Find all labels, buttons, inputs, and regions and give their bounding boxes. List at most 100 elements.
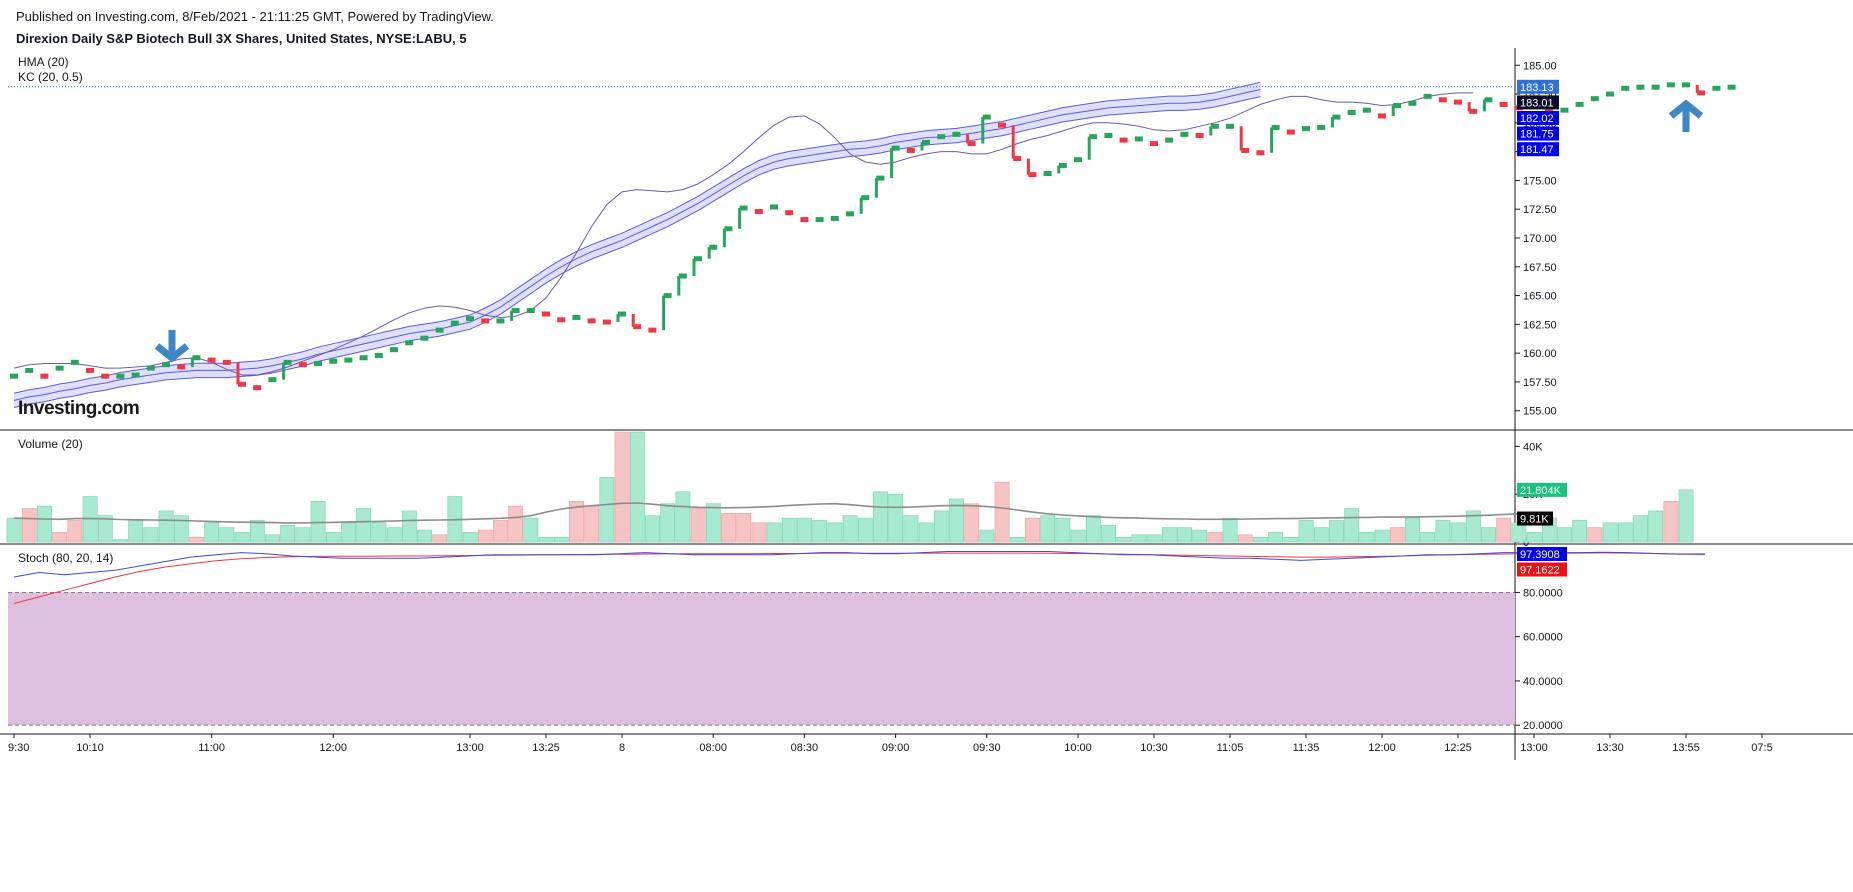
volume-bar[interactable] <box>1009 536 1025 543</box>
volume-bar[interactable] <box>538 536 554 543</box>
volume-bar[interactable] <box>21 508 37 543</box>
volume-bar[interactable] <box>310 501 326 543</box>
volume-bar[interactable] <box>1602 522 1618 543</box>
volume-bar[interactable] <box>1648 510 1664 543</box>
volume-bar[interactable] <box>1040 515 1056 543</box>
volume-bar[interactable] <box>918 522 934 543</box>
volume-bar[interactable] <box>189 536 204 543</box>
volume-bar[interactable] <box>1572 520 1588 543</box>
volume-bar[interactable] <box>67 520 83 543</box>
volume-bar[interactable] <box>766 522 782 543</box>
volume-bar[interactable] <box>493 520 508 543</box>
volume-bar[interactable] <box>690 508 706 543</box>
volume-bar[interactable] <box>842 515 858 543</box>
volume-bar[interactable] <box>1465 510 1481 543</box>
volume-bar[interactable] <box>356 508 372 543</box>
volume-bar[interactable] <box>401 510 417 543</box>
volume-bar[interactable] <box>1633 515 1648 543</box>
volume-bar[interactable] <box>1268 532 1284 543</box>
volume-bar[interactable] <box>614 431 630 543</box>
volume-bar[interactable] <box>721 513 736 543</box>
volume-bar[interactable] <box>113 539 128 543</box>
volume-bar[interactable] <box>751 522 767 543</box>
volume-bar[interactable] <box>1192 529 1208 543</box>
volume-bar[interactable] <box>1253 536 1268 543</box>
volume-bar[interactable] <box>1344 508 1360 543</box>
volume-bar[interactable] <box>812 520 828 543</box>
volume-bar[interactable] <box>265 534 280 543</box>
volume-bar[interactable] <box>888 493 904 543</box>
volume-bar[interactable] <box>873 491 888 543</box>
volume-bar[interactable] <box>508 505 524 543</box>
volume-bar[interactable] <box>97 515 113 543</box>
volume-bar[interactable] <box>234 532 250 543</box>
volume-bar[interactable] <box>1177 527 1192 543</box>
volume-bar[interactable] <box>599 477 615 543</box>
volume-bar[interactable] <box>1587 527 1603 543</box>
volume-bar[interactable] <box>1359 532 1375 543</box>
volume-bar[interactable] <box>979 529 995 543</box>
volume-bar[interactable] <box>1450 522 1466 543</box>
volume-bar[interactable] <box>1435 520 1451 543</box>
volume-bar[interactable] <box>964 503 980 543</box>
volume-bar[interactable] <box>1557 527 1572 543</box>
volume-bar[interactable] <box>1025 517 1040 543</box>
volume-bar[interactable] <box>1313 527 1329 543</box>
volume-bar[interactable] <box>462 532 478 543</box>
volume-bar[interactable] <box>629 431 645 543</box>
volume-bar[interactable] <box>1374 529 1390 543</box>
volume-bar[interactable] <box>143 527 159 543</box>
volume-bar[interactable] <box>1207 532 1223 543</box>
volume-bar[interactable] <box>432 534 448 543</box>
volume-bar[interactable] <box>949 498 964 543</box>
volume-bar[interactable] <box>1663 501 1679 543</box>
volume-bar[interactable] <box>857 517 873 543</box>
volume-bar[interactable] <box>1329 520 1344 543</box>
volume-bar[interactable] <box>584 505 600 543</box>
volume-bar[interactable] <box>569 501 584 543</box>
volume-bar[interactable] <box>1222 517 1238 543</box>
volume-bar[interactable] <box>705 503 721 543</box>
volume-bar[interactable] <box>903 515 919 543</box>
volume-bar[interactable] <box>52 532 68 543</box>
volume-bar[interactable] <box>325 532 341 543</box>
volume-bar[interactable] <box>1511 522 1527 543</box>
volume-bar[interactable] <box>1131 534 1147 543</box>
volume-bar[interactable] <box>219 527 235 543</box>
volume-bar[interactable] <box>994 481 1010 543</box>
volume-bar[interactable] <box>280 524 296 543</box>
volume-bar[interactable] <box>797 517 812 543</box>
volume-bar[interactable] <box>386 527 402 543</box>
volume-bar[interactable] <box>1237 534 1253 543</box>
volume-bar[interactable] <box>1101 524 1116 543</box>
volume-bar[interactable] <box>371 522 387 543</box>
volume-bar[interactable] <box>660 503 676 543</box>
volume-bar[interactable] <box>736 513 752 543</box>
volume-bar[interactable] <box>1389 527 1405 543</box>
volume-bar[interactable] <box>1161 527 1177 543</box>
volume-bar[interactable] <box>158 510 174 543</box>
volume-bar[interactable] <box>1146 534 1162 543</box>
volume-bar[interactable] <box>827 522 843 543</box>
price-pane[interactable]: 155.00 157.50 160.00 162.50 165.00 167.50 170.… <box>8 55 1736 419</box>
volume-bar[interactable] <box>417 529 432 543</box>
volume-bar[interactable] <box>1481 527 1496 543</box>
volume-bar[interactable] <box>933 510 949 543</box>
volume-bar[interactable] <box>523 517 539 543</box>
volume-bar[interactable] <box>1678 489 1694 543</box>
volume-bar[interactable] <box>1420 532 1436 543</box>
volume-bar[interactable] <box>1526 532 1542 543</box>
volume-bar[interactable] <box>1405 517 1420 543</box>
volume-bar[interactable] <box>341 522 356 543</box>
volume-bar[interactable] <box>645 515 660 543</box>
volume-bar[interactable] <box>1298 520 1314 543</box>
volume-bar[interactable] <box>295 527 311 543</box>
volume-bar[interactable] <box>1283 536 1299 543</box>
volume-bar[interactable] <box>1116 536 1132 543</box>
volume-bar[interactable] <box>1617 522 1633 543</box>
volume-bar[interactable] <box>477 529 493 543</box>
volume-bar[interactable] <box>37 505 52 543</box>
volume-bar[interactable] <box>6 517 22 543</box>
